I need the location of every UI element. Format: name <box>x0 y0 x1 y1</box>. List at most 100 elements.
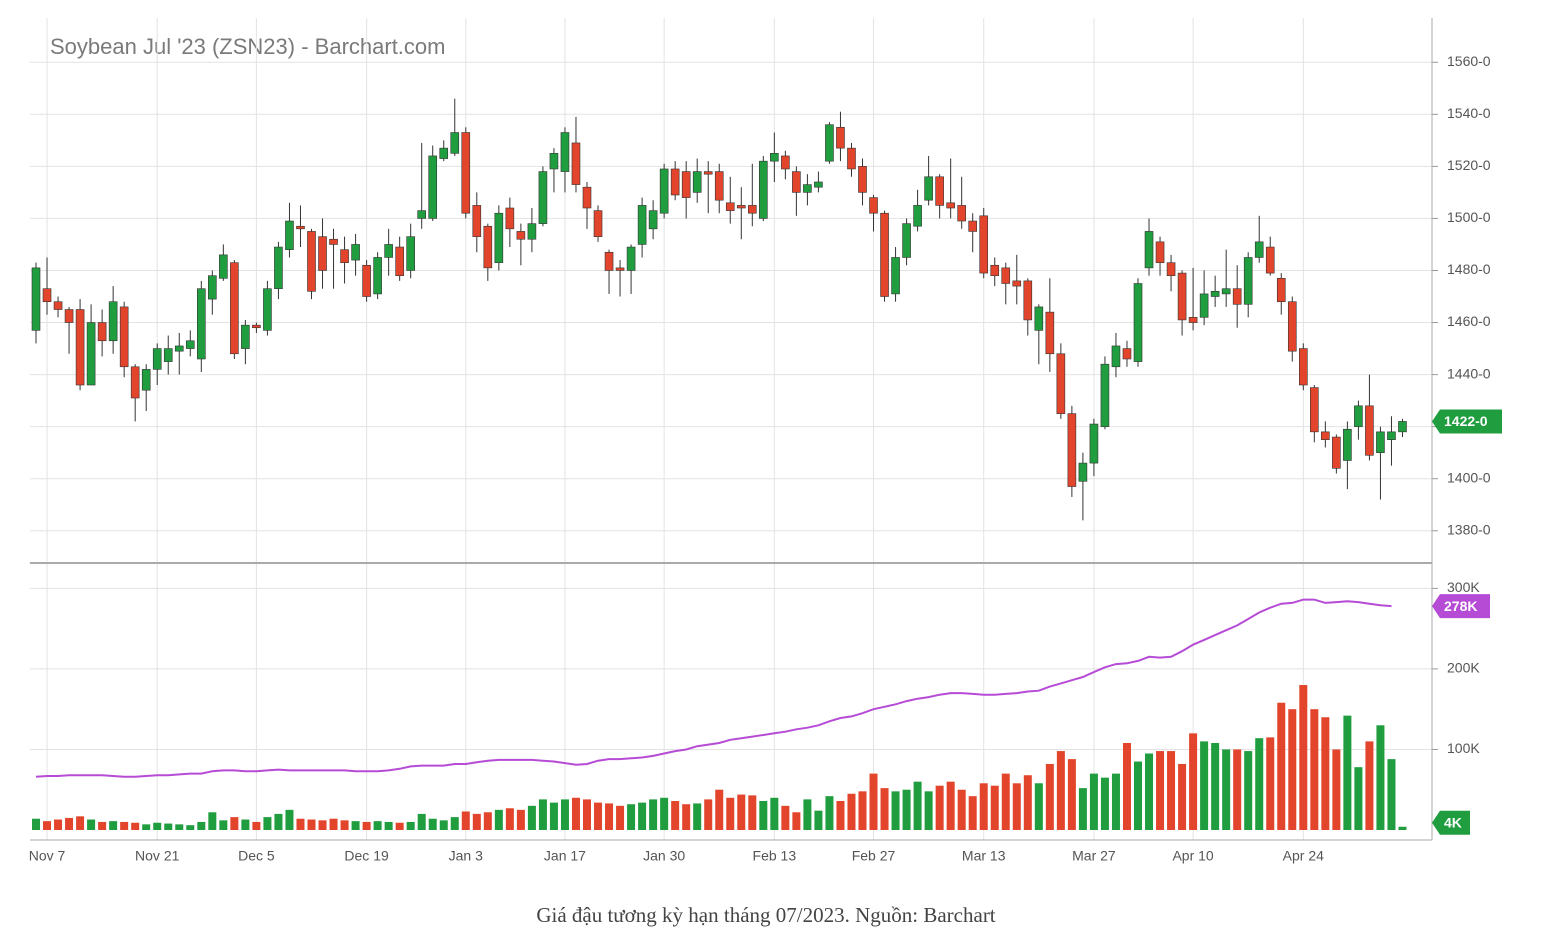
chart-title: Soybean Jul '23 (ZSN23) - Barchart.com <box>50 34 445 59</box>
candle-body <box>703 171 713 175</box>
volume-bar <box>825 796 834 830</box>
y-tick-label: 1400-0 <box>1447 469 1491 485</box>
candle-body <box>1287 301 1297 352</box>
candle-body <box>957 205 966 222</box>
candle-body <box>604 251 614 271</box>
volume-bar <box>1189 733 1198 830</box>
volume-bar <box>109 821 118 830</box>
volume-bar <box>428 818 437 830</box>
y2-tick-label: 200K <box>1447 660 1480 676</box>
candle-body <box>1122 348 1132 360</box>
candle-body <box>924 176 933 201</box>
volume-bar <box>1244 751 1253 830</box>
candle-body <box>725 202 735 211</box>
volume-bar <box>1255 738 1264 830</box>
x-tick-label: Mar 13 <box>962 848 1006 864</box>
volume-bar <box>759 801 768 830</box>
candle-body <box>781 155 790 170</box>
candle-body <box>97 322 107 342</box>
candle-body <box>362 264 371 297</box>
volume-bar <box>660 797 669 830</box>
candle-body <box>450 132 460 154</box>
candle-body <box>1254 241 1264 258</box>
volume-bar <box>627 804 636 830</box>
candle-body <box>428 155 438 219</box>
volume-bar <box>472 813 481 830</box>
candle-body <box>1078 462 1088 482</box>
candle-body <box>263 288 272 331</box>
candle-body <box>626 246 636 271</box>
volume-bar <box>891 791 900 830</box>
candle-body <box>747 205 757 214</box>
volume-bar <box>1111 773 1120 830</box>
candle-body <box>1199 293 1209 318</box>
y-tick-label: 1560-0 <box>1447 53 1491 69</box>
candle-body <box>1023 280 1033 321</box>
candle-body <box>538 171 548 224</box>
volume-bar <box>792 812 801 830</box>
candle-body <box>902 223 911 258</box>
candle-body <box>340 249 349 263</box>
open-interest-badge <box>1432 594 1490 619</box>
candle-body <box>141 369 151 391</box>
volume-bar <box>142 824 151 830</box>
candle-body <box>318 236 327 271</box>
volume-bar <box>638 802 647 830</box>
volume-bar <box>450 817 459 830</box>
candle-body <box>1243 257 1253 305</box>
volume-bar <box>1134 761 1142 830</box>
volume-bar <box>869 773 878 830</box>
volume-bar <box>1211 743 1220 830</box>
candle-body <box>1232 288 1242 305</box>
volume-bar <box>968 796 977 830</box>
y-tick-label: 1480-0 <box>1447 261 1491 277</box>
volume-bar <box>583 799 591 830</box>
candle-body <box>1365 405 1374 456</box>
candle-body <box>869 197 878 214</box>
candle-body <box>1089 423 1099 464</box>
volume-bar <box>285 809 294 830</box>
candle-body <box>483 225 493 269</box>
x-tick-label: Mar 27 <box>1072 848 1116 864</box>
volume-bar <box>990 785 999 830</box>
candle-body <box>285 220 294 250</box>
volume-bar <box>1089 773 1098 830</box>
candle-body <box>219 254 228 279</box>
volume-bar <box>274 813 283 830</box>
candle-body <box>1012 280 1022 287</box>
candle-body <box>64 309 74 323</box>
candle-body <box>549 153 559 170</box>
x-tick-label: Nov 7 <box>29 848 66 864</box>
candle-body <box>858 166 867 193</box>
candle-body <box>1133 283 1143 362</box>
volume-bar <box>803 799 812 830</box>
candle-body <box>185 340 195 349</box>
candle-body <box>395 246 404 276</box>
candle-body <box>42 288 52 303</box>
candle-body <box>527 223 537 240</box>
x-tick-label: Jan 30 <box>643 848 685 864</box>
candle-body <box>1177 272 1187 321</box>
volume-bar <box>616 805 625 830</box>
candle-body <box>1221 288 1231 295</box>
candle-body <box>825 124 834 162</box>
volume-bar <box>946 781 955 830</box>
open-interest-line <box>35 598 1392 778</box>
y-tick-label: 1440-0 <box>1447 365 1491 381</box>
candle-body <box>505 207 515 230</box>
volume-bar <box>329 818 338 830</box>
y-tick-label: 1540-0 <box>1447 105 1491 121</box>
volume-bar <box>76 816 85 830</box>
volume-bar <box>1023 775 1032 830</box>
candle-body <box>803 184 812 193</box>
volume-bar <box>649 799 658 830</box>
candle-body <box>1144 231 1154 269</box>
volume-bar <box>296 818 305 830</box>
volume-bar <box>208 812 217 830</box>
volume-bar <box>538 799 547 830</box>
volume-bar <box>153 822 162 830</box>
volume-bar <box>671 801 680 830</box>
last-price-label: 1422-0 <box>1444 413 1488 429</box>
candle-body <box>946 202 955 209</box>
candle-body <box>241 324 250 349</box>
